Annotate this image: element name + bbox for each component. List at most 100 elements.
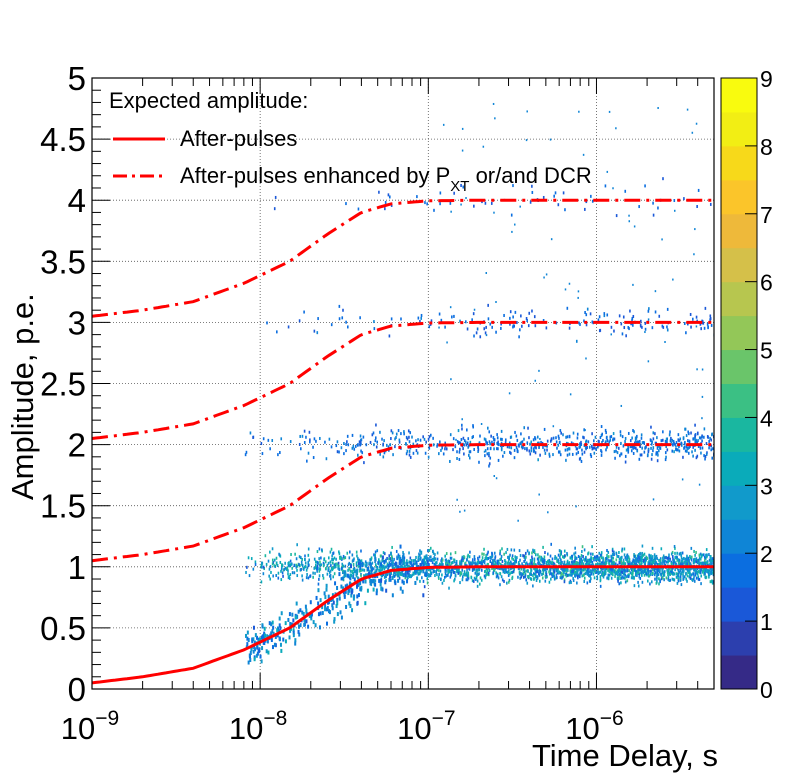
heatmap-cell [322, 563, 325, 567]
heatmap-cell [339, 610, 342, 615]
heatmap-cell [608, 570, 611, 574]
heatmap-cell [524, 447, 526, 451]
heatmap-cell [395, 432, 398, 436]
heatmap-cell [406, 449, 409, 453]
heatmap-cell [705, 567, 707, 571]
heatmap-cell [493, 438, 495, 442]
heatmap-cell [526, 110, 528, 113]
heatmap-cell [670, 436, 672, 440]
heatmap-cell [530, 573, 533, 577]
heatmap-cell [260, 561, 263, 565]
heatmap-cell [436, 443, 439, 447]
heatmap-cell [678, 576, 680, 580]
heatmap-cell [659, 558, 662, 562]
heatmap-cell [630, 562, 633, 566]
heatmap-cell [585, 570, 588, 574]
heatmap-cell [599, 575, 602, 579]
heatmap-cell [639, 453, 642, 457]
heatmap-cell [604, 568, 607, 572]
heatmap-cell [403, 565, 406, 570]
heatmap-cell [535, 575, 538, 579]
heatmap-cell [467, 571, 470, 575]
heatmap-cell [650, 558, 653, 562]
heatmap-cell [534, 324, 537, 328]
heatmap-cell [566, 435, 569, 439]
heatmap-cell [309, 438, 311, 442]
heatmap-cell [572, 577, 574, 581]
heatmap-cell [342, 586, 345, 591]
heatmap-cell [704, 555, 706, 559]
heatmap-cell [705, 548, 708, 552]
heatmap-cell [494, 117, 496, 120]
heatmap-cell [590, 570, 592, 574]
heatmap-cell [566, 562, 568, 566]
heatmap-cell [673, 450, 675, 454]
heatmap-cell [511, 554, 514, 558]
heatmap-cell [701, 446, 704, 450]
heatmap-cell [632, 314, 635, 318]
heatmap-cell [388, 334, 391, 338]
heatmap-cell [264, 554, 267, 558]
heatmap-cell [688, 559, 690, 563]
heatmap-cell [476, 584, 479, 588]
heatmap-cell [440, 448, 442, 452]
heatmap-cell [384, 565, 387, 569]
heatmap-cell [530, 446, 533, 450]
heatmap-cell [496, 433, 498, 437]
heatmap-cell [673, 441, 675, 445]
heatmap-cell [484, 569, 487, 573]
heatmap-cell [500, 326, 502, 330]
heatmap-cell [565, 458, 567, 462]
heatmap-cell [648, 553, 650, 557]
heatmap-cell [408, 435, 410, 439]
heatmap-cell [353, 568, 356, 572]
heatmap-cell [628, 569, 631, 573]
heatmap-cell [587, 570, 590, 574]
heatmap-cell [534, 379, 537, 382]
heatmap-cell [355, 550, 358, 554]
heatmap-cell [654, 555, 656, 559]
heatmap-cell [593, 451, 596, 455]
heatmap-cell [622, 568, 624, 572]
heatmap-cell [540, 555, 543, 559]
heatmap-cell [271, 558, 274, 562]
heatmap-cell [587, 568, 589, 572]
heatmap-cell [251, 639, 254, 644]
heatmap-cell [543, 567, 546, 571]
heatmap-cell [608, 562, 611, 566]
heatmap-cell [608, 110, 611, 113]
heatmap-cell [626, 568, 629, 572]
heatmap-cell [509, 567, 512, 571]
heatmap-cell [364, 601, 367, 606]
heatmap-cell [343, 592, 346, 597]
heatmap-cell [461, 427, 463, 431]
heatmap-cell [305, 611, 308, 616]
heatmap-cell [360, 574, 362, 578]
heatmap-cell [584, 567, 587, 571]
heatmap-cell [386, 556, 388, 560]
heatmap-cell [451, 315, 453, 319]
heatmap-cell [645, 445, 647, 449]
heatmap-cell [510, 548, 513, 552]
heatmap-cell [318, 567, 321, 571]
heatmap-cell [357, 562, 360, 566]
heatmap-cell [317, 561, 319, 565]
heatmap-cell [620, 570, 623, 574]
heatmap-cell [391, 545, 393, 549]
heatmap-cell [627, 450, 630, 454]
heatmap-cell [324, 603, 327, 608]
heatmap-cell [640, 436, 643, 440]
heatmap-cell [528, 575, 530, 579]
heatmap-cell [398, 571, 401, 575]
heatmap-cell [631, 316, 634, 320]
heatmap-cell [677, 568, 680, 572]
heatmap-cell [613, 450, 616, 454]
heatmap-cell [372, 431, 375, 435]
heatmap-cell [273, 564, 276, 568]
heatmap-cell [595, 563, 597, 567]
legend-label-enhanced: After-pulses enhanced by PXT or/and DCR [180, 163, 592, 195]
heatmap-cell [577, 296, 579, 299]
heatmap-cell [484, 454, 486, 458]
heatmap-cell [499, 549, 502, 553]
heatmap-cell [259, 637, 262, 642]
